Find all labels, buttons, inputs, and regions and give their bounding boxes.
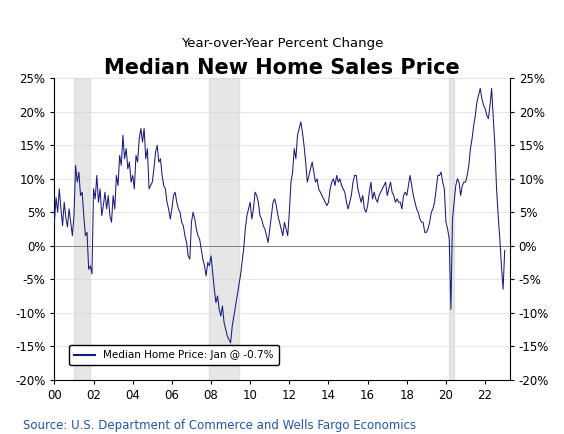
Bar <box>209 79 239 380</box>
Text: Year-over-Year Percent Change: Year-over-Year Percent Change <box>181 37 383 50</box>
Legend: Median Home Price: Jan @ -0.7%: Median Home Price: Jan @ -0.7% <box>69 345 279 365</box>
Bar <box>450 79 454 380</box>
Bar <box>74 79 90 380</box>
Text: Source: U.S. Department of Commerce and Wells Fargo Economics: Source: U.S. Department of Commerce and … <box>23 419 416 432</box>
Title: Median New Home Sales Price: Median New Home Sales Price <box>104 59 460 79</box>
